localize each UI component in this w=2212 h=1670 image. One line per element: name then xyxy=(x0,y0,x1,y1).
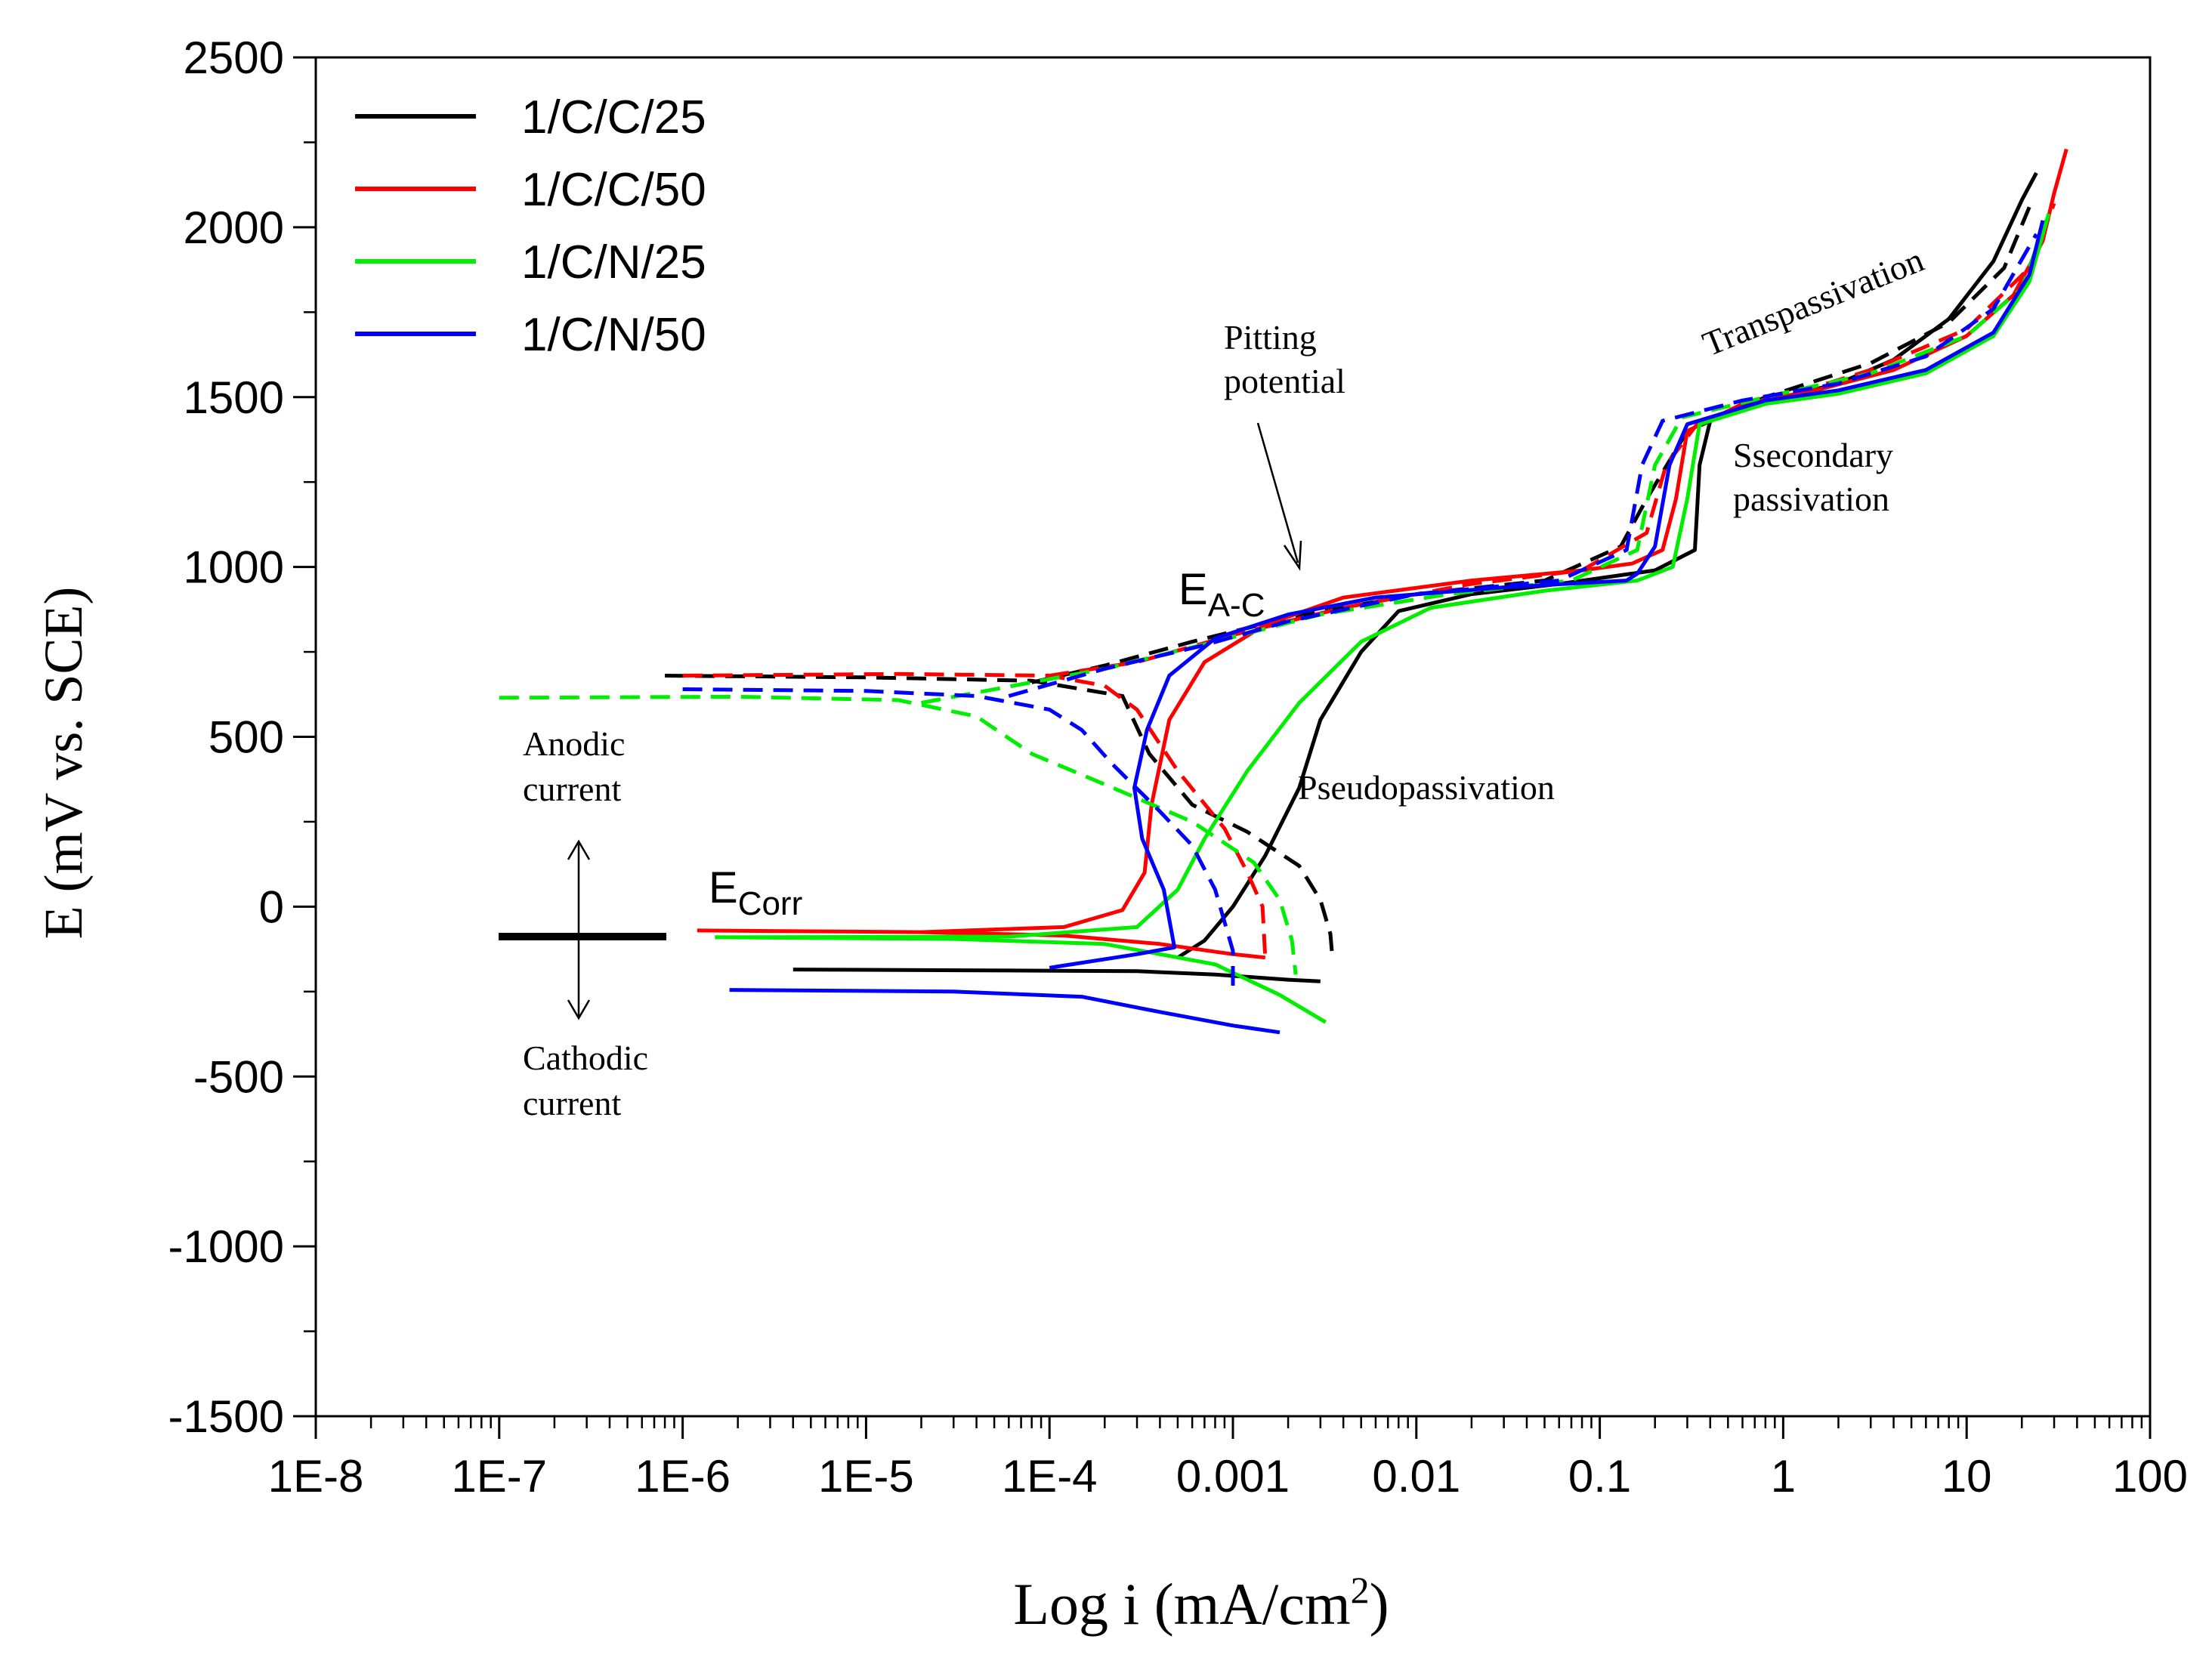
series-3 xyxy=(499,213,2051,1024)
x-tick-label: 1E-5 xyxy=(818,1451,914,1502)
series-4-anodic-dashed xyxy=(1008,233,2038,698)
secondary-label-line1: Ssecondary xyxy=(1733,436,1893,474)
series-4-cathodic-dashed xyxy=(682,687,1235,992)
secondary-label-line2: passivation xyxy=(1733,480,1889,518)
y-tick-label: 0 xyxy=(259,881,284,932)
current-arrow-up-head xyxy=(567,839,591,860)
curves xyxy=(499,148,2068,1035)
series-1-anodic-dashed xyxy=(1031,205,2031,684)
e-corr-sub: Corr xyxy=(738,885,803,922)
legend-label: 1/C/C/25 xyxy=(521,91,706,144)
pitting-label-line2: potential xyxy=(1224,362,1345,400)
e-ac-sub: A-C xyxy=(1208,587,1265,624)
y-tick-label: -500 xyxy=(193,1051,284,1102)
x-tick-label: 10 xyxy=(1942,1451,1992,1502)
e-corr-label: ECorr xyxy=(709,863,802,922)
e-ac-main: E xyxy=(1179,565,1208,614)
pitting-label-line1: Pitting xyxy=(1224,318,1317,357)
x-tick-label: 0.1 xyxy=(1568,1451,1631,1502)
legend-label: 1/C/C/50 xyxy=(521,164,706,216)
y-tick-label: 2000 xyxy=(184,202,284,253)
series-4-cathodic-solid xyxy=(729,988,1281,1035)
y-tick-label: 1500 xyxy=(184,372,284,423)
transpassivation-label: Transpassivation xyxy=(1698,240,1929,363)
x-axis-title: Log i (mA/cm2) xyxy=(1013,1569,1389,1637)
e-ac-label: EA-C xyxy=(1179,565,1265,624)
x-axis-title-main: Log i (mA/cm xyxy=(1013,1571,1350,1637)
series-4-anodic-solid xyxy=(1049,220,2045,970)
annotations: Pitting potential EA-C ECorr Anodic curr… xyxy=(499,240,1929,1122)
x-tick-label: 0.01 xyxy=(1372,1451,1460,1502)
anodic-label-line2: current xyxy=(523,770,621,808)
pitting-arrow-head xyxy=(1283,540,1302,571)
series-3-cathodic-dashed xyxy=(499,694,1298,975)
cathodic-label-line1: Cathodic xyxy=(523,1039,648,1077)
x-tick-label: 1 xyxy=(1771,1451,1796,1502)
x-tick-label: 1E-4 xyxy=(1002,1451,1098,1502)
y-tick-label: -1000 xyxy=(168,1221,284,1272)
y-tick-label: 2500 xyxy=(184,32,284,83)
x-axis-title-end: ) xyxy=(1370,1571,1389,1637)
y-tick-label: -1500 xyxy=(168,1391,284,1442)
x-tick-label: 1E-6 xyxy=(635,1451,731,1502)
x-tick-label: 0.001 xyxy=(1176,1451,1290,1502)
series-3-anodic-solid xyxy=(715,213,2051,940)
pitting-arrow xyxy=(1256,422,1299,563)
legend-label: 1/C/N/50 xyxy=(521,309,706,361)
y-tick-label: 1000 xyxy=(184,542,284,593)
series-3-anodic-dashed xyxy=(921,213,2051,705)
e-corr-main: E xyxy=(709,863,738,912)
series-2-cathodic-dashed xyxy=(682,671,1268,958)
legend: 1/C/C/25 1/C/C/50 1/C/N/25 1/C/N/50 xyxy=(355,91,706,361)
x-axis-title-sup: 2 xyxy=(1351,1569,1370,1611)
y-tick-label: 500 xyxy=(209,712,284,763)
x-tick-label: 1E-7 xyxy=(451,1451,547,1502)
series-2-anodic-dashed xyxy=(1049,202,2056,678)
cathodic-label-line2: current xyxy=(523,1084,621,1122)
series-2-cathodic-solid xyxy=(697,928,1266,960)
series-1-cathodic-solid xyxy=(792,968,1321,983)
series-4 xyxy=(682,220,2045,1035)
x-tick-label: 1E-8 xyxy=(268,1451,364,1502)
current-arrow-down-head xyxy=(567,999,591,1020)
y-axis-title: E (mV vs. SCE) xyxy=(33,587,94,940)
x-tick-label: 100 xyxy=(2112,1451,2188,1502)
series-1-cathodic-dashed xyxy=(665,674,1335,962)
anodic-label-line1: Anodic xyxy=(523,724,625,763)
legend-label: 1/C/N/25 xyxy=(521,236,706,289)
pseudopassivation-label: Pseudopassivation xyxy=(1298,768,1555,807)
series-2 xyxy=(682,148,2068,960)
